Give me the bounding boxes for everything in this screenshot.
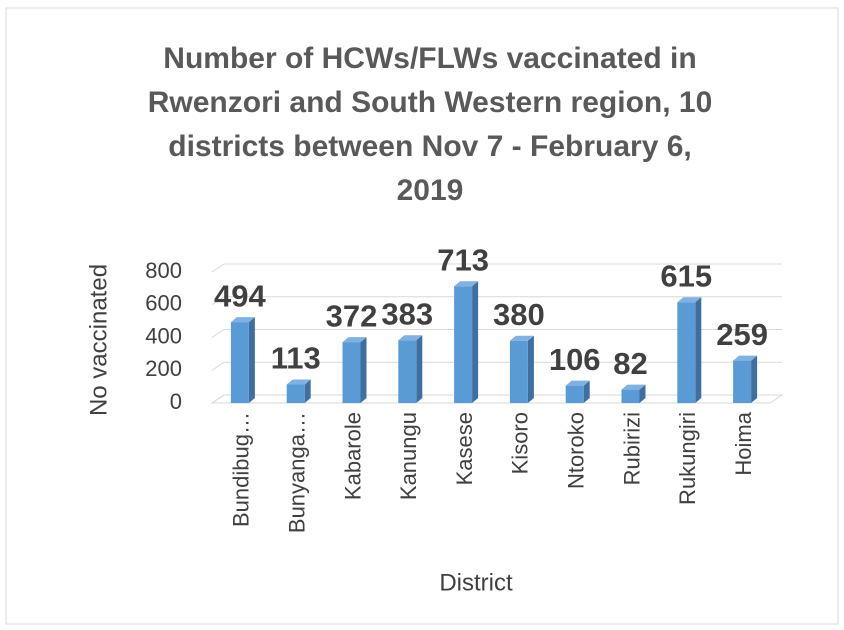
chart-title: Rwenzori and South Western region, 10 <box>148 86 713 119</box>
x-axis-title: District <box>439 569 513 596</box>
bar-top <box>733 355 758 361</box>
bar-front <box>677 302 696 403</box>
bar-front <box>621 389 640 403</box>
bar-front <box>230 322 249 403</box>
bar-front <box>454 286 473 403</box>
x-tick-label: Hoima <box>731 411 756 475</box>
bar <box>230 317 255 403</box>
chart-title: districts between Nov 7 - February 6, <box>168 130 692 163</box>
x-tick-label: Bundibug… <box>229 412 254 527</box>
bar-top <box>454 281 479 287</box>
bar-top <box>230 317 255 323</box>
x-tick-label: Kasese <box>452 412 477 485</box>
y-tick-label: 200 <box>145 356 182 381</box>
grid-line <box>211 296 782 306</box>
x-tick-label: Bunyanga… <box>285 412 310 533</box>
bar-side <box>248 317 255 403</box>
y-tick-label: 400 <box>145 323 182 348</box>
x-tick-label: Rubirizi <box>619 412 644 485</box>
bar-top <box>509 335 534 341</box>
data-label: 82 <box>613 346 647 381</box>
data-label: 259 <box>716 317 768 352</box>
bar-side <box>304 379 311 403</box>
bar-top <box>565 380 590 386</box>
grid-line <box>211 263 782 273</box>
data-label: 380 <box>493 297 545 332</box>
chart-title: 2019 <box>397 174 464 207</box>
data-label: 713 <box>437 242 489 277</box>
bar-side <box>695 297 702 403</box>
bar-front <box>286 384 305 403</box>
bar-side <box>751 355 758 403</box>
bar <box>286 379 311 403</box>
bar-top <box>342 337 367 343</box>
bar-front <box>733 360 752 403</box>
bar <box>509 335 534 403</box>
bar <box>342 337 367 403</box>
grid-line <box>211 329 782 338</box>
bar <box>565 380 590 403</box>
bar-side <box>527 335 534 403</box>
bar-top <box>677 297 702 303</box>
bar-side <box>639 384 646 403</box>
bar-side <box>472 281 479 403</box>
x-tick-label: Kanungu <box>396 412 421 500</box>
data-label: 615 <box>660 258 712 293</box>
bar <box>621 384 646 403</box>
bar <box>454 281 479 403</box>
bar-front <box>342 342 361 403</box>
data-label: 113 <box>271 341 321 376</box>
data-label: 383 <box>381 296 433 331</box>
bar-top <box>286 379 311 385</box>
x-tick-label: Kabarole <box>340 412 365 500</box>
bar-front <box>398 340 417 403</box>
bar-side <box>583 380 590 403</box>
y-axis-title: No vaccinated <box>85 264 112 416</box>
bar <box>398 335 423 403</box>
floor <box>210 394 784 404</box>
chart-title: Number of HCWs/FLWs vaccinated in <box>163 42 696 75</box>
grid-line <box>211 361 782 371</box>
bar <box>733 355 758 403</box>
y-tick-label: 0 <box>170 389 182 414</box>
bar-side <box>360 337 367 403</box>
bar-top <box>398 335 423 341</box>
data-label: 106 <box>549 342 601 377</box>
y-tick-label: 600 <box>145 291 182 316</box>
bar <box>677 297 702 403</box>
bar-side <box>416 335 423 403</box>
data-label: 494 <box>214 278 266 313</box>
x-tick-label: Kisoro <box>508 412 533 474</box>
bar-front <box>565 385 584 403</box>
bar-top <box>621 384 646 390</box>
x-tick-label: Ntoroko <box>564 412 589 489</box>
y-tick-label: 800 <box>145 258 182 283</box>
bar-front <box>509 340 528 403</box>
x-tick-label: Rukungiri <box>675 412 700 505</box>
data-label: 372 <box>326 298 378 333</box>
